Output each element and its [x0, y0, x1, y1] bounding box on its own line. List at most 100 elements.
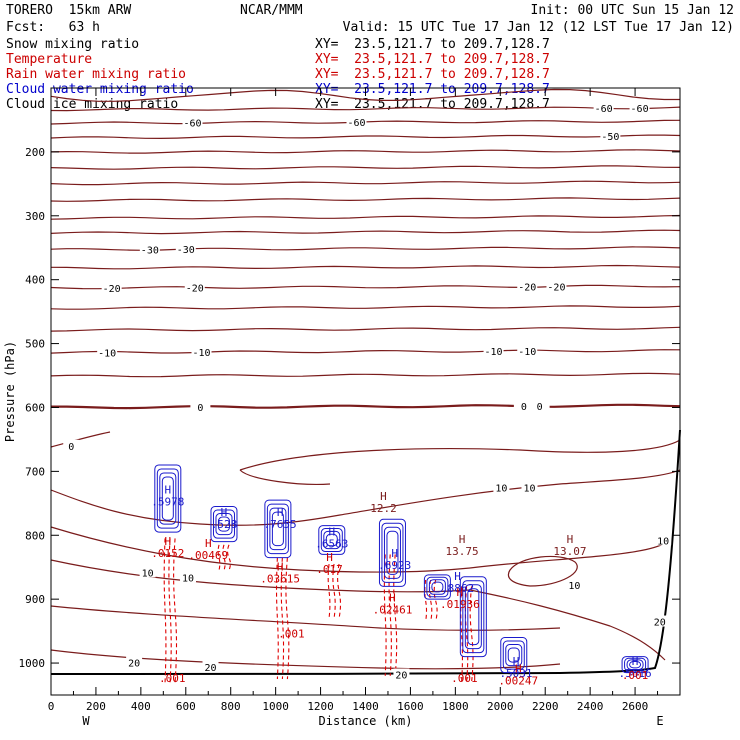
temperature-contour [50, 264, 681, 270]
cloud-contour [271, 511, 284, 547]
x-tick-label: 2600 [622, 700, 649, 713]
west-label: W [82, 714, 90, 728]
cloud-contour [621, 656, 649, 674]
contour-label-bg [393, 668, 410, 680]
cloud-contour [323, 530, 341, 550]
contour-label-bg [600, 130, 621, 142]
contour-label: 10 [495, 483, 507, 494]
x-tick-label: 1200 [307, 700, 334, 713]
maximum-value: .0152 [151, 547, 184, 560]
contour-label-bg [190, 400, 211, 412]
cloud-contour [626, 659, 644, 670]
temperature-contour-lower [239, 469, 331, 485]
cloud-contour [502, 640, 525, 670]
plot-border [50, 87, 681, 696]
maximum-value: .00469 [188, 549, 228, 562]
contour-label: -60 [631, 104, 649, 115]
contour-label-bg [493, 481, 510, 493]
forecast-hour: Fcst: 63 h [6, 20, 100, 35]
temperature-contour-lower [50, 559, 471, 593]
field-name-cloud-water: Cloud water mixing ratio [6, 82, 194, 97]
contour-label: 0 [521, 402, 527, 413]
maximum-value: 13.07 [553, 545, 586, 558]
maximum-value: .5031 [499, 667, 532, 680]
contour-label-bg [529, 399, 550, 411]
contour-label-bg [175, 243, 196, 255]
cloud-contour [431, 581, 444, 593]
y-tick-label: 1000 [19, 657, 46, 670]
contour-label: -20 [186, 284, 204, 295]
contour-label-bg [202, 660, 219, 672]
maximum-letter: H [513, 655, 520, 668]
cloud-contour [629, 660, 642, 669]
org-label: NCAR/MMM [240, 3, 303, 18]
cloud-contour [505, 644, 523, 667]
maximum-value: .00247 [498, 675, 538, 688]
contour-label-bg [126, 656, 143, 668]
temperature-contour-lower [507, 555, 578, 587]
cloud-contour [212, 509, 235, 539]
cloud-contour [423, 574, 451, 600]
maximum-value: 12.2 [370, 502, 397, 515]
cloud-contour [507, 647, 520, 663]
temperature-contour [50, 229, 681, 235]
x-tick-label: 0 [48, 700, 55, 713]
maximum-value: .01936 [440, 598, 480, 611]
field-xy-rain: XY= 23.5,121.7 to 209.7,128.7 [315, 67, 550, 82]
maximum-value: .528 [211, 518, 238, 531]
contour-label: 20 [204, 663, 216, 674]
cloud-contour [269, 507, 287, 551]
y-tick-label: 800 [25, 529, 45, 542]
x-tick-label: 1600 [397, 700, 424, 713]
maximum-value: .03615 [260, 572, 300, 585]
maximum-letter: H [326, 551, 333, 564]
x-axis-label: Distance (km) [319, 714, 413, 728]
maximum-value: .5616 [619, 667, 652, 680]
rain-contour [217, 544, 221, 571]
contour-label: -20 [103, 284, 121, 295]
maximum-letter: H [515, 663, 522, 676]
contour-label-bg [483, 345, 504, 357]
contour-label-bg [191, 346, 212, 358]
maximum-letter: H [165, 484, 172, 497]
rain-contour [227, 544, 231, 571]
temperature-contour [50, 214, 681, 220]
temperature-contour-lower [50, 526, 471, 573]
contour-label: -50 [601, 132, 619, 143]
y-axis-label: Pressure (hPa) [3, 341, 17, 442]
temperature-contour [50, 305, 681, 310]
x-tick-label: 200 [86, 700, 106, 713]
valid-time: Valid: 15 UTC Tue 17 Jan 12 (12 LST Tue … [342, 20, 734, 35]
plot-frame [50, 87, 681, 696]
cloud-contour [467, 588, 480, 646]
maximum-letter: H [389, 592, 396, 605]
field-xy-temperature: XY= 23.5,121.7 to 209.7,128.7 [315, 52, 550, 67]
temperature-contour [50, 106, 681, 112]
maximum-value: .001 [159, 672, 186, 685]
contour-label-bg [517, 280, 538, 292]
contour-label: -10 [485, 347, 503, 358]
maximum-letter: H [165, 535, 172, 548]
contour-label-bg [517, 345, 538, 357]
cloud-contour [500, 636, 528, 674]
x-tick-label: 1400 [352, 700, 379, 713]
field-name-rain: Rain water mixing ratio [6, 67, 187, 82]
contour-label-bg [521, 481, 538, 493]
temperature-contour [50, 284, 681, 290]
contour-label: 20 [395, 671, 407, 682]
contour-label-bg [651, 615, 668, 627]
terrain-line [50, 429, 681, 675]
maximum-value: .017 [316, 563, 343, 576]
maximum-value: .7655 [264, 518, 297, 531]
rain-contour [275, 557, 279, 680]
rain-contour [222, 544, 226, 571]
temperature-contours [50, 88, 681, 675]
y-tick-label: 700 [25, 465, 45, 478]
contour-label-bg [513, 399, 534, 411]
maximum-value: .02461 [373, 604, 413, 617]
cloud-contours [154, 464, 649, 674]
maximum-letter: H [454, 570, 461, 583]
x-tick-label: 2000 [487, 700, 514, 713]
contour-label-bg [182, 116, 203, 128]
contour-label-bg [184, 281, 205, 293]
